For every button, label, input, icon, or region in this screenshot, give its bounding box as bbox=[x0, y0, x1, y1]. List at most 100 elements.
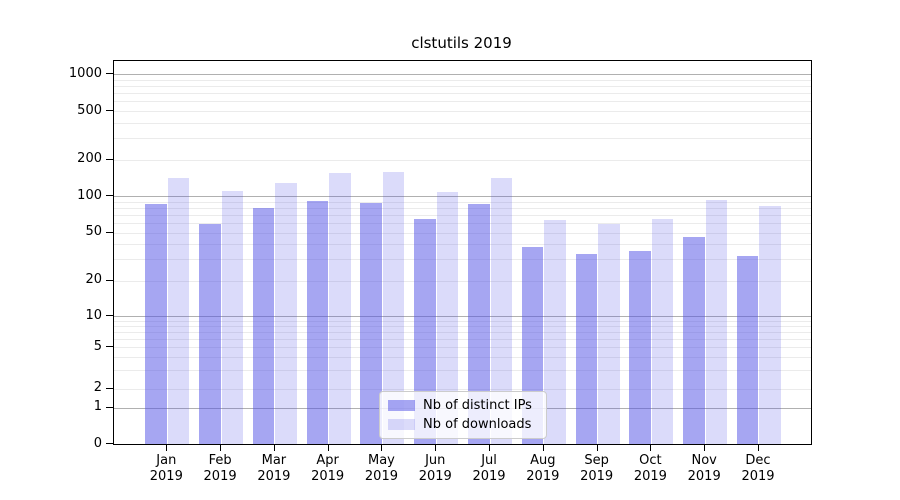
bar-distinct-ips-jul bbox=[468, 204, 490, 444]
legend-entry-distinct-ips: Nb of distinct IPs bbox=[388, 398, 538, 413]
chart-title: clstutils 2019 bbox=[411, 34, 512, 52]
legend-swatch-downloads bbox=[388, 419, 415, 430]
bar-downloads-jul bbox=[490, 177, 513, 444]
legend-swatch-distinct-ips bbox=[388, 400, 415, 411]
legend-label-downloads: Nb of downloads bbox=[423, 417, 532, 432]
y-tick-label: 100 bbox=[77, 187, 102, 203]
bar-downloads-nov bbox=[705, 200, 728, 444]
minor-gridline bbox=[114, 331, 811, 333]
y-tick-label: 1000 bbox=[68, 65, 102, 81]
x-tick-label-nov: Nov 2019 bbox=[687, 453, 721, 484]
bar-distinct-ips-oct bbox=[629, 250, 651, 444]
minor-gridline bbox=[114, 86, 811, 88]
decade-gridline bbox=[114, 74, 811, 76]
minor-gridline bbox=[114, 357, 811, 359]
x-tick-label-feb: Feb 2019 bbox=[203, 453, 237, 484]
decade-gridline bbox=[114, 196, 811, 198]
minor-gridline bbox=[114, 79, 811, 81]
decade-gridline bbox=[114, 316, 811, 317]
bar-distinct-ips-jan bbox=[145, 203, 167, 444]
plot-area: Nb of distinct IPs Nb of downloads bbox=[113, 60, 812, 445]
bar-distinct-ips-nov bbox=[683, 236, 705, 444]
bar-downloads-jan bbox=[167, 178, 190, 444]
x-tick-mark bbox=[704, 444, 706, 451]
minor-gridline bbox=[114, 244, 811, 246]
legend-label-distinct-ips: Nb of distinct IPs bbox=[423, 398, 532, 413]
bar-distinct-ips-jun bbox=[414, 218, 436, 444]
bar-downloads-sep bbox=[598, 223, 620, 444]
major-gridline bbox=[114, 347, 811, 348]
bar-downloads-oct bbox=[651, 218, 674, 444]
minor-gridline bbox=[114, 122, 811, 124]
y-tick-mark bbox=[106, 315, 113, 316]
x-tick-mark bbox=[327, 444, 329, 451]
x-tick-label-sep: Sep 2019 bbox=[580, 453, 614, 484]
legend-entry-downloads: Nb of downloads bbox=[388, 417, 538, 432]
bar-distinct-ips-dec bbox=[736, 255, 759, 444]
bar-downloads-mar bbox=[275, 182, 297, 444]
y-tick-mark bbox=[106, 73, 113, 75]
y-tick-label: 50 bbox=[85, 224, 102, 240]
x-tick-mark bbox=[650, 444, 652, 451]
major-gridline bbox=[114, 232, 811, 234]
y-tick-label: 500 bbox=[77, 102, 102, 118]
x-tick-label-mar: Mar 2019 bbox=[257, 453, 291, 484]
minor-gridline bbox=[114, 259, 811, 261]
y-tick-mark bbox=[106, 346, 113, 347]
y-tick-mark bbox=[106, 387, 113, 389]
y-tick-mark bbox=[106, 110, 113, 111]
x-tick-label-apr: Apr 2019 bbox=[311, 453, 345, 484]
y-tick-label: 200 bbox=[77, 151, 102, 167]
y-tick-mark bbox=[106, 406, 113, 408]
y-tick-mark bbox=[106, 443, 113, 444]
x-tick-label-jul: Jul 2019 bbox=[472, 453, 506, 484]
x-tick-mark bbox=[596, 444, 598, 451]
major-gridline bbox=[114, 159, 811, 161]
x-tick-mark bbox=[381, 444, 383, 451]
y-tick-label: 1 bbox=[93, 399, 102, 415]
minor-gridline bbox=[114, 215, 811, 217]
y-tick-mark bbox=[106, 231, 113, 233]
x-tick-mark bbox=[435, 444, 437, 451]
y-tick-label: 20 bbox=[85, 272, 102, 287]
bar-distinct-ips-sep bbox=[575, 253, 598, 444]
bar-downloads-dec bbox=[759, 206, 781, 444]
bar-downloads-jun bbox=[436, 191, 459, 444]
y-tick-label: 10 bbox=[85, 307, 102, 323]
minor-gridline bbox=[114, 138, 811, 140]
minor-gridline bbox=[114, 101, 811, 103]
y-tick-label: 5 bbox=[93, 338, 102, 354]
x-tick-mark bbox=[166, 444, 168, 451]
bar-downloads-aug bbox=[544, 219, 566, 444]
x-tick-label-may: May 2019 bbox=[364, 453, 398, 484]
bar-downloads-feb bbox=[221, 191, 244, 444]
major-gridline bbox=[114, 111, 811, 112]
major-gridline bbox=[114, 280, 811, 282]
x-tick-mark bbox=[757, 444, 759, 451]
bar-distinct-ips-feb bbox=[199, 223, 221, 444]
x-tick-label-jan: Jan 2019 bbox=[149, 453, 183, 484]
x-tick-mark bbox=[542, 444, 544, 451]
x-tick-label-oct: Oct 2019 bbox=[633, 453, 667, 484]
minor-gridline bbox=[114, 338, 811, 340]
x-tick-mark bbox=[489, 444, 491, 451]
x-tick-label-dec: Dec 2019 bbox=[741, 453, 775, 484]
major-gridline bbox=[114, 388, 811, 390]
y-tick-label: 0 bbox=[93, 435, 102, 451]
x-tick-label-jun: Jun 2019 bbox=[418, 453, 452, 484]
minor-gridline bbox=[114, 223, 811, 225]
minor-gridline bbox=[114, 208, 811, 210]
bar-downloads-may bbox=[382, 171, 405, 444]
x-tick-mark bbox=[273, 444, 275, 451]
minor-gridline bbox=[114, 93, 811, 95]
minor-gridline bbox=[114, 202, 811, 204]
x-tick-mark bbox=[220, 444, 222, 451]
y-tick-mark bbox=[106, 279, 113, 281]
y-tick-mark bbox=[106, 195, 113, 197]
bar-distinct-ips-may bbox=[360, 202, 382, 444]
y-tick-mark bbox=[106, 158, 113, 160]
minor-gridline bbox=[114, 320, 811, 322]
legend: Nb of distinct IPs Nb of downloads bbox=[379, 391, 547, 439]
bar-distinct-ips-mar bbox=[252, 207, 275, 444]
